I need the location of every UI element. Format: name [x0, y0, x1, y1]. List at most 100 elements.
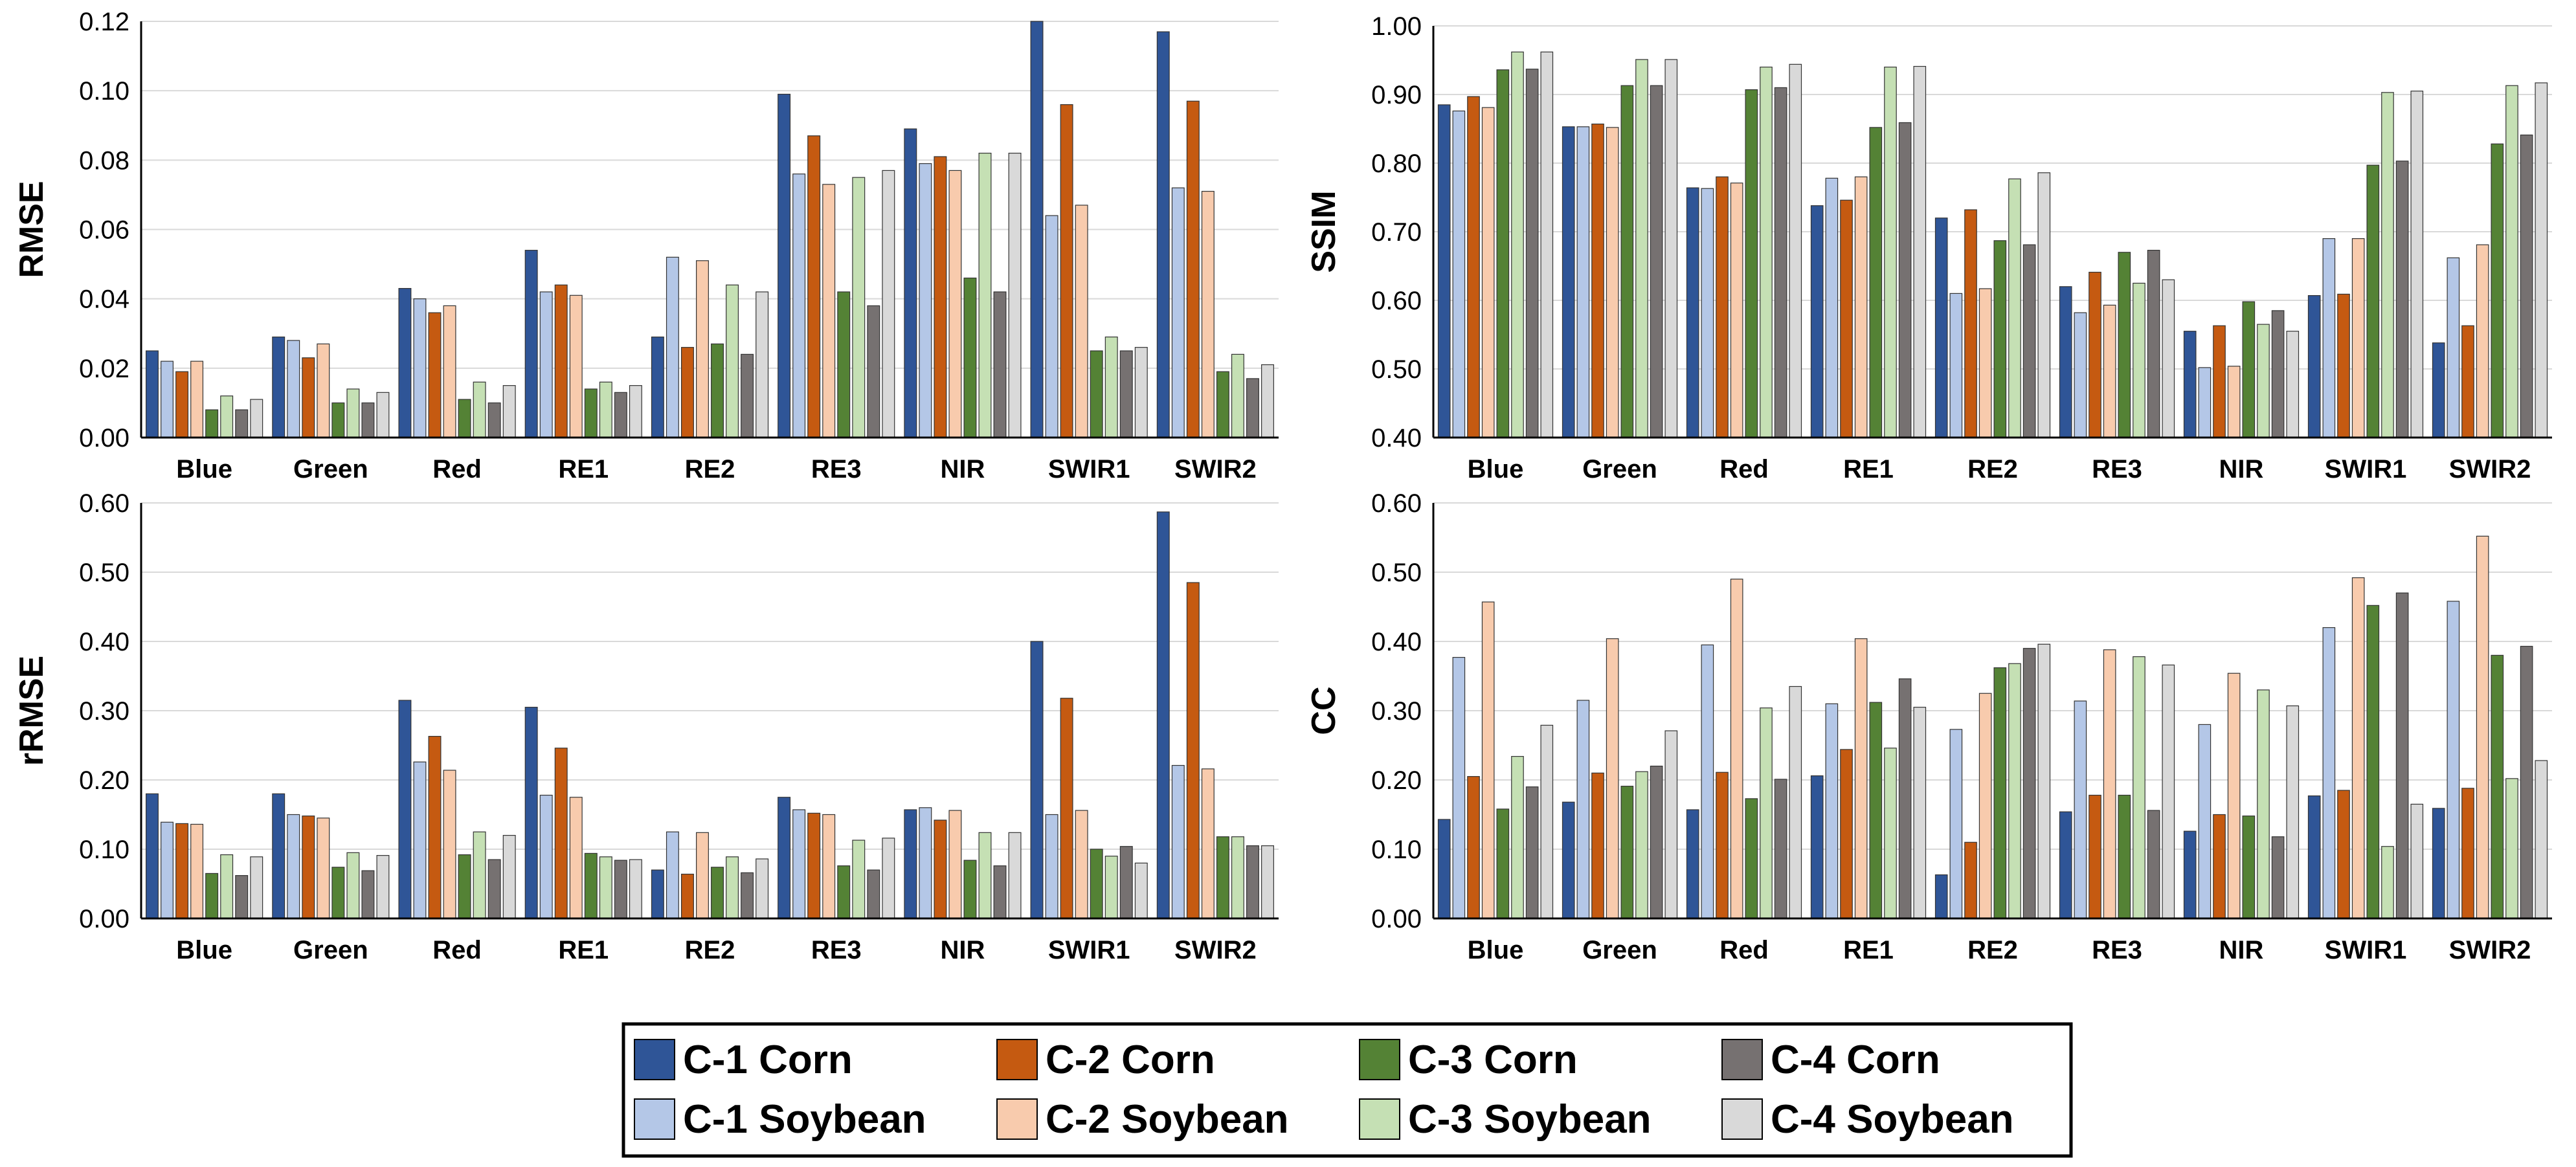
- bar-c-2-soybean-swir1: [2351, 577, 2365, 919]
- bar-c-1-corn-nir: [2183, 830, 2197, 919]
- legend-swatch-c2-corn: [996, 1039, 1038, 1080]
- bar-c-1-soybean-nir: [919, 163, 932, 438]
- bar-c-4-corn-re1: [614, 860, 627, 919]
- bar-c-2-corn-re2: [680, 347, 694, 438]
- bar-c-1-corn-swir1: [1030, 641, 1044, 919]
- y-tick-label: 0.12: [79, 8, 129, 36]
- bar-c-2-corn-swir2: [1186, 582, 1200, 919]
- bar-c-3-soybean-nir: [978, 832, 992, 919]
- bar-c-2-soybean-blue: [1481, 601, 1495, 919]
- bar-c-2-corn-re2: [1964, 209, 1977, 438]
- bar-c-3-soybean-swir2: [2505, 85, 2518, 438]
- bar-c-1-soybean-swir2: [1171, 764, 1185, 919]
- bar-c-1-soybean-red: [413, 761, 427, 919]
- bar-c-1-soybean-red: [413, 298, 427, 438]
- bar-c-3-soybean-re3: [852, 177, 866, 438]
- bar-c-4-soybean-swir1: [2410, 803, 2424, 919]
- bar-c-3-soybean-blue: [220, 854, 234, 919]
- y-tick-label: 0.10: [1371, 836, 1422, 864]
- bar-c-2-soybean-red: [443, 305, 456, 438]
- bar-c-3-soybean-re2: [2008, 178, 2021, 438]
- bar-c-3-soybean-swir1: [1104, 337, 1118, 438]
- bar-c-1-corn-green: [272, 337, 286, 438]
- bar-c-4-corn-swir1: [2395, 592, 2409, 919]
- bar-c-2-soybean-nir: [948, 810, 962, 919]
- legend-swatch-c4-soybean: [1721, 1098, 1763, 1140]
- bar-c-1-soybean-blue: [1452, 110, 1466, 438]
- x-tick-label: Red: [1719, 455, 1769, 483]
- bar-c-1-soybean-swir2: [1171, 187, 1185, 438]
- bar-c-3-corn-re3: [2118, 252, 2131, 438]
- bar-c-4-corn-re3: [2147, 810, 2160, 919]
- legend-swatch-c3-soybean: [1359, 1098, 1400, 1140]
- bar-c-3-soybean-nir: [978, 153, 992, 438]
- bar-c-2-soybean-re3: [822, 184, 836, 438]
- bar-c-2-soybean-re3: [2103, 649, 2116, 919]
- bar-c-2-soybean-blue: [190, 361, 204, 438]
- y-tick-label: 0.70: [1371, 218, 1422, 247]
- bar-c-2-soybean-re3: [2103, 304, 2116, 438]
- bar-c-4-corn-blue: [235, 875, 249, 919]
- bar-c-4-corn-nir: [2271, 836, 2285, 919]
- bar-c-2-soybean-re1: [569, 797, 583, 919]
- y-tick-label: 0.60: [1371, 287, 1422, 315]
- bar-c-4-corn-re2: [2022, 244, 2036, 438]
- bar-c-4-soybean-swir2: [2535, 82, 2548, 438]
- bar-c-3-soybean-blue: [1511, 756, 1524, 919]
- bar-c-2-corn-re1: [554, 284, 568, 438]
- x-tick-label: SWIR1: [2325, 936, 2407, 964]
- bar-c-3-corn-blue: [1496, 69, 1510, 438]
- bar-c-1-soybean-re2: [666, 831, 679, 919]
- bar-c-2-corn-swir1: [2337, 293, 2350, 438]
- bar-c-3-corn-nir: [2242, 816, 2256, 919]
- bar-c-4-soybean-re1: [629, 385, 642, 438]
- bar-c-3-corn-swir1: [2366, 164, 2380, 438]
- x-tick-label: NIR: [940, 936, 985, 964]
- bar-c-3-soybean-nir: [2257, 324, 2270, 438]
- bar-c-4-soybean-red: [1789, 63, 1802, 438]
- bar-c-4-soybean-swir1: [2410, 91, 2424, 438]
- bar-c-3-soybean-re1: [1884, 748, 1897, 919]
- bar-c-4-corn-swir2: [2520, 134, 2533, 438]
- y-tick-label: 0.60: [79, 489, 129, 518]
- bar-c-3-soybean-re2: [726, 856, 739, 919]
- y-tick-label: 0.40: [1371, 424, 1422, 452]
- bar-c-2-soybean-red: [443, 770, 456, 919]
- bar-c-2-corn-green: [1591, 123, 1604, 438]
- bar-c-4-soybean-re1: [1913, 707, 1927, 919]
- bar-c-4-corn-green: [1650, 85, 1663, 438]
- bar-c-1-corn-swir1: [1030, 21, 1044, 438]
- x-tick-label: RE1: [1843, 936, 1894, 964]
- bar-c-4-corn-swir2: [1246, 378, 1259, 438]
- bar-c-2-corn-red: [1716, 772, 1729, 919]
- bar-c-4-corn-blue: [235, 409, 249, 438]
- bar-c-1-soybean-swir1: [2322, 238, 2336, 438]
- bar-c-3-corn-re3: [837, 865, 851, 919]
- bar-c-3-corn-blue: [205, 409, 219, 438]
- bar-c-1-corn-nir: [904, 809, 917, 919]
- bar-c-1-corn-blue: [1437, 104, 1451, 438]
- y-tick-label: 0.40: [79, 628, 129, 656]
- bar-c-1-corn-blue: [146, 793, 159, 919]
- bar-c-4-soybean-red: [502, 385, 516, 438]
- y-tick-label: 0.50: [79, 559, 129, 587]
- bar-c-3-corn-nir: [2242, 301, 2256, 438]
- bar-c-1-corn-swir1: [2307, 295, 2321, 438]
- bar-c-2-corn-re3: [807, 135, 821, 438]
- bar-c-3-corn-swir1: [2366, 605, 2380, 919]
- x-tick-label: RE2: [685, 455, 735, 483]
- bar-c-4-corn-re1: [1898, 678, 1912, 919]
- bar-c-2-corn-blue: [175, 823, 189, 919]
- bar-c-3-corn-swir1: [1090, 350, 1103, 438]
- bar-c-4-soybean-re3: [2162, 279, 2175, 438]
- y-tick-label: 0.30: [1371, 697, 1422, 726]
- bar-c-1-corn-green: [272, 793, 286, 919]
- bar-c-4-soybean-re3: [882, 170, 895, 438]
- bar-c-3-corn-green: [1620, 85, 1634, 438]
- bar-c-1-corn-re1: [1810, 775, 1824, 919]
- legend-swatch-c1-soybean: [634, 1098, 675, 1140]
- bar-c-1-soybean-nir: [2198, 367, 2212, 438]
- x-tick-label: SWIR2: [2449, 936, 2531, 964]
- bar-c-2-corn-re2: [1964, 841, 1977, 919]
- bar-c-4-soybean-blue: [250, 399, 263, 438]
